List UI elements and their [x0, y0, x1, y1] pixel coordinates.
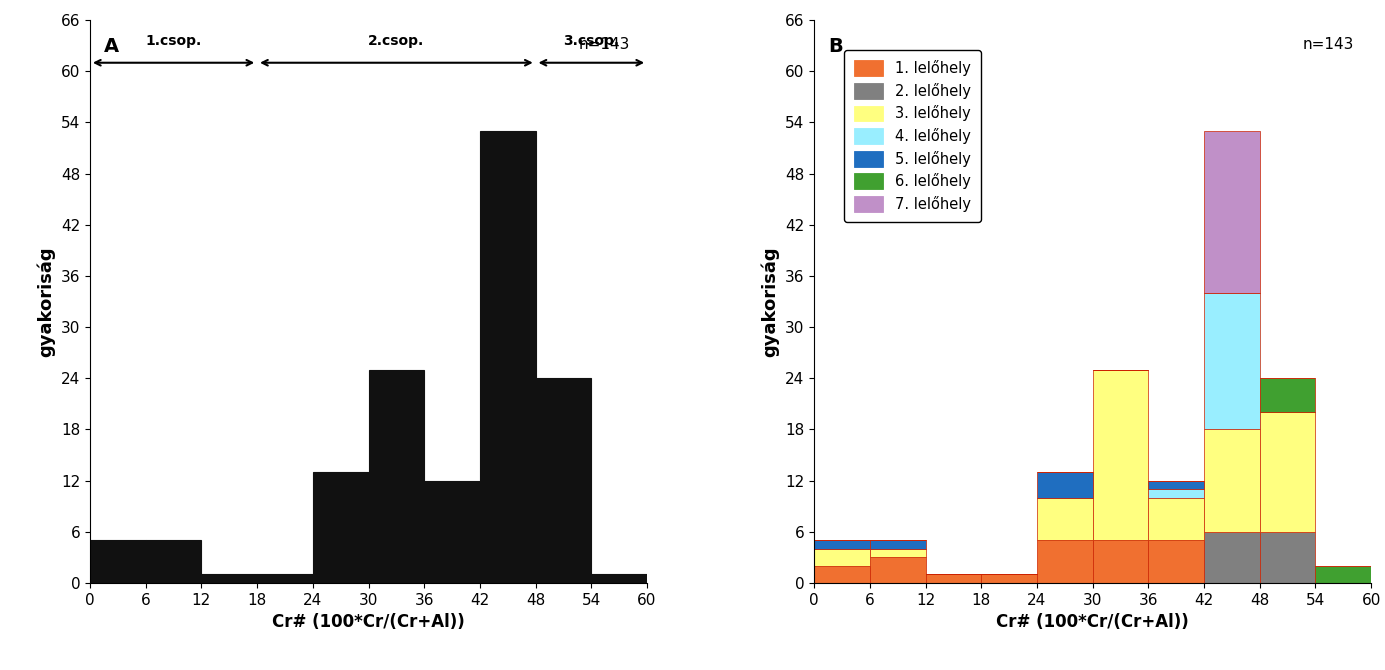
Bar	[145, 540, 201, 583]
Bar	[870, 540, 925, 549]
Bar	[1260, 379, 1316, 412]
Bar	[814, 540, 870, 549]
Bar	[1204, 131, 1260, 293]
Bar	[1093, 370, 1148, 540]
Bar	[925, 574, 981, 583]
Bar	[1148, 489, 1204, 498]
Y-axis label: gyakoriság: gyakoriság	[37, 246, 55, 357]
Bar	[258, 574, 313, 583]
Text: 2.csop.: 2.csop.	[368, 34, 425, 48]
Text: 3.csop.: 3.csop.	[564, 34, 619, 48]
Bar	[1037, 498, 1093, 540]
Bar	[870, 549, 925, 557]
Bar	[1260, 532, 1316, 583]
Text: B: B	[828, 37, 843, 56]
Bar	[1148, 480, 1204, 489]
Bar	[591, 574, 647, 583]
Bar	[536, 379, 591, 583]
Bar	[1148, 540, 1204, 583]
Bar	[814, 549, 870, 566]
Bar	[870, 557, 925, 583]
Bar	[424, 480, 481, 583]
Text: n=143: n=143	[579, 37, 630, 52]
Text: A: A	[104, 37, 119, 56]
Bar	[313, 472, 368, 583]
Bar	[1148, 498, 1204, 540]
Bar	[90, 540, 145, 583]
Bar	[1204, 532, 1260, 583]
Bar	[481, 131, 536, 583]
Bar	[1093, 540, 1148, 583]
Bar	[814, 566, 870, 583]
X-axis label: Cr# (100*Cr/(Cr+Al)): Cr# (100*Cr/(Cr+Al))	[273, 613, 465, 631]
X-axis label: Cr# (100*Cr/(Cr+Al)): Cr# (100*Cr/(Cr+Al))	[996, 613, 1188, 631]
Bar	[201, 574, 258, 583]
Bar	[981, 574, 1037, 583]
Bar	[1260, 412, 1316, 532]
Bar	[1204, 293, 1260, 429]
Text: n=143: n=143	[1303, 37, 1355, 52]
Bar	[1037, 472, 1093, 498]
Legend: 1. lelőhely, 2. lelőhely, 3. lelőhely, 4. lelőhely, 5. lelőhely, 6. lelőhely, 7.: 1. lelőhely, 2. lelőhely, 3. lelőhely, 4…	[843, 50, 981, 222]
Bar	[1037, 540, 1093, 583]
Bar	[1316, 566, 1371, 583]
Bar	[1204, 429, 1260, 532]
Text: 1.csop.: 1.csop.	[145, 34, 202, 48]
Bar	[368, 370, 424, 583]
Y-axis label: gyakoriság: gyakoriság	[760, 246, 780, 357]
